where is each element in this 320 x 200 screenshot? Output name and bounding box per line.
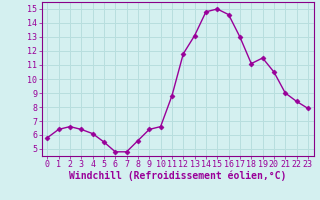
X-axis label: Windchill (Refroidissement éolien,°C): Windchill (Refroidissement éolien,°C)	[69, 171, 286, 181]
